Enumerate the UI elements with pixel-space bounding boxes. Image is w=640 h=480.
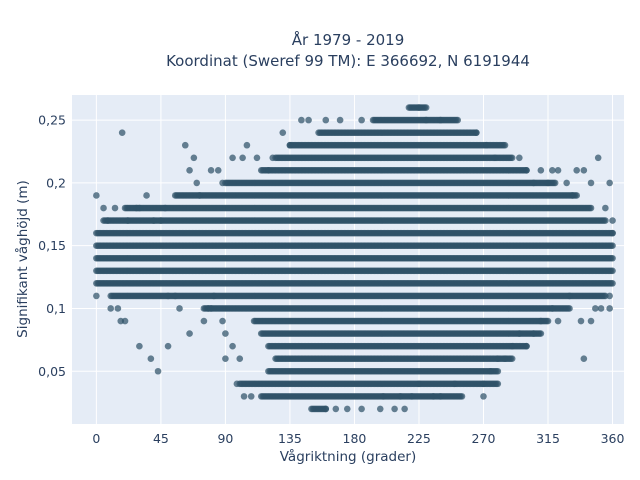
chart-title: År 1979 - 2019 Koordinat (Sweref 99 TM):…: [166, 30, 530, 70]
chart-title-line-1: År 1979 - 2019: [292, 30, 405, 49]
data-point: [508, 154, 516, 162]
data-point: [609, 280, 616, 287]
data-point: [609, 254, 616, 262]
data-point: [602, 217, 609, 224]
data-points: [93, 104, 616, 413]
data-point: [609, 267, 616, 275]
chart-title-line-2: Koordinat (Sweref 99 TM): E 366692, N 61…: [166, 52, 530, 70]
data-point: [422, 104, 430, 111]
data-point: [551, 179, 559, 187]
data-point: [566, 305, 573, 312]
data-point: [454, 116, 461, 124]
data-point: [544, 317, 552, 325]
data-point: [609, 242, 616, 249]
data-point: [501, 141, 509, 149]
data-point: [587, 204, 595, 212]
data-point: [537, 330, 545, 337]
